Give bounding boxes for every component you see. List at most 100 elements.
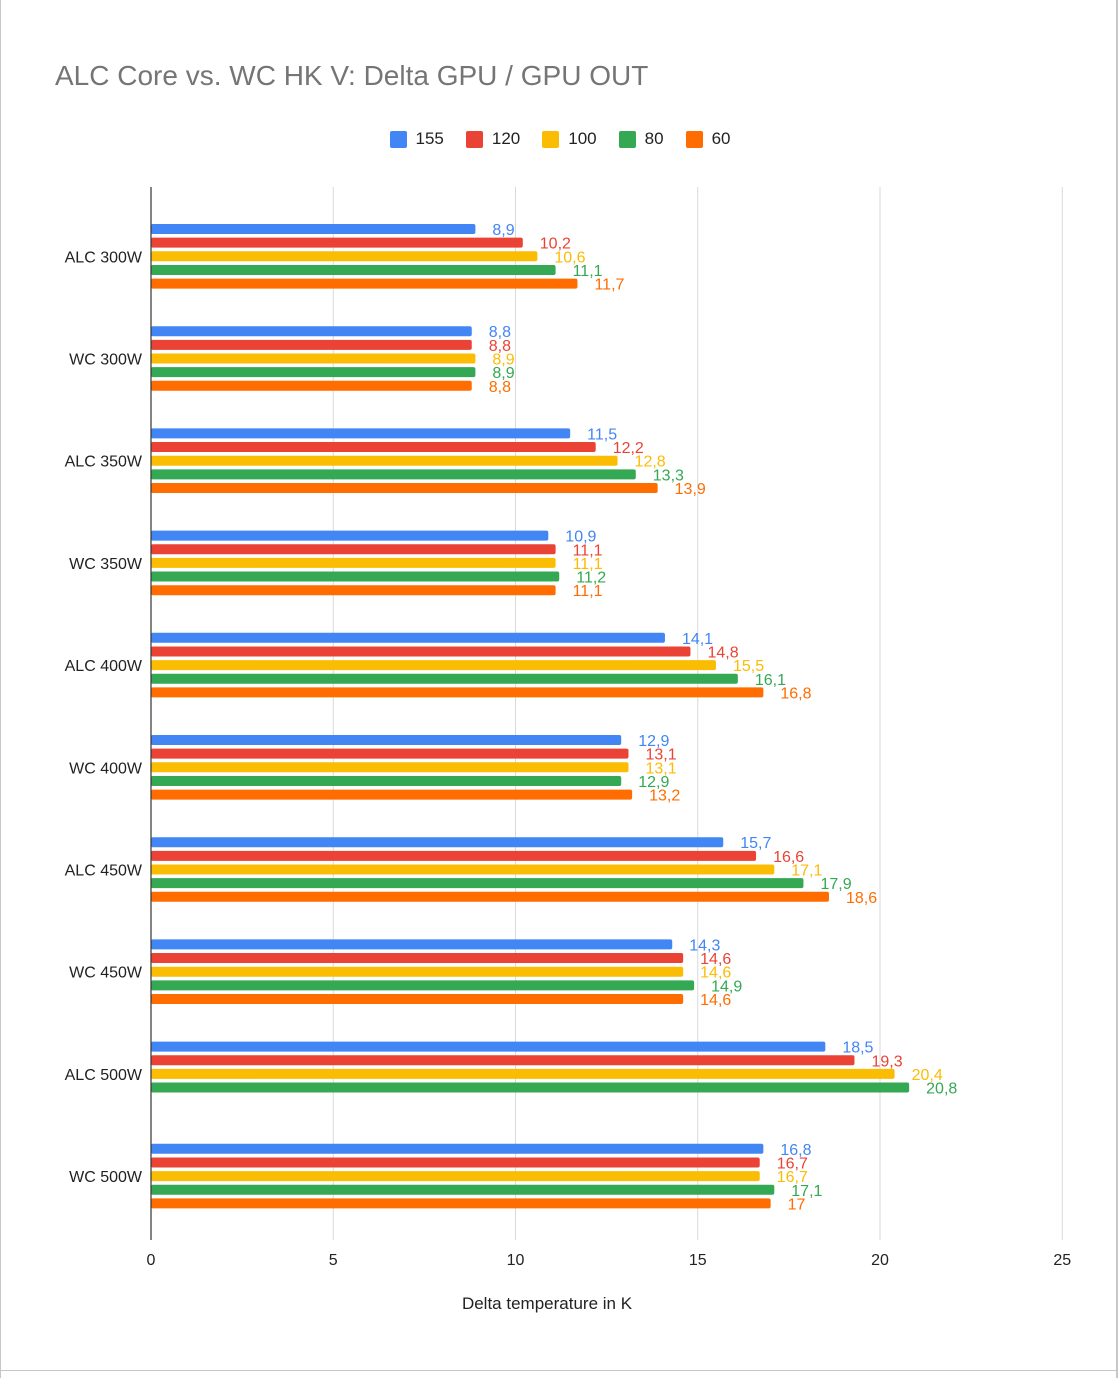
data-label: 8,8: [489, 379, 511, 396]
data-label: 17,9: [820, 876, 851, 893]
frame-left-border: [0, 0, 1, 1378]
bar-120: [151, 1157, 760, 1168]
data-label: 8,8: [489, 324, 511, 341]
data-label: 15,7: [740, 835, 771, 852]
data-label: 8,9: [492, 222, 514, 239]
x-tick-label: 5: [329, 1252, 338, 1269]
frame-bottom-border: [0, 1370, 1118, 1371]
legend-label: 120: [491, 129, 521, 148]
data-label: 10,2: [540, 236, 571, 253]
data-label: 19,3: [871, 1053, 902, 1070]
bar-80: [151, 469, 636, 480]
legend-swatch: [542, 130, 560, 148]
bar-155: [151, 428, 571, 439]
category-label: ALC 450W: [65, 863, 143, 880]
data-label: 18,6: [846, 890, 877, 907]
legend-label: 155: [415, 129, 444, 148]
data-label: 14,1: [682, 631, 713, 648]
category-label: ALC 500W: [65, 1067, 143, 1084]
bar-100: [151, 966, 684, 977]
bar-155: [151, 530, 549, 541]
legend-item-100: 100: [542, 129, 597, 149]
data-label: 14,6: [700, 992, 731, 1009]
legend-item-80: 80: [618, 129, 664, 149]
bar-80: [151, 878, 804, 889]
bar-60: [151, 687, 764, 698]
data-label: 20,8: [926, 1081, 957, 1098]
bar-80: [151, 264, 556, 275]
legend-swatch: [465, 130, 483, 148]
data-label: 11,1: [573, 556, 603, 573]
data-label: 8,9: [492, 352, 514, 369]
x-tick-label: 15: [689, 1252, 707, 1269]
bar-60: [151, 994, 684, 1004]
data-label: 12,2: [613, 440, 644, 457]
legend-item-155: 155: [389, 129, 444, 149]
bar-100: [151, 762, 629, 773]
bar-60: [151, 585, 556, 596]
category-label: WC 350W: [69, 556, 143, 573]
data-label: 14,8: [707, 644, 738, 661]
bar-100: [151, 1068, 895, 1079]
bar-100: [151, 660, 716, 671]
bar-120: [151, 544, 556, 555]
bar-80: [151, 1082, 910, 1093]
bar-120: [151, 237, 523, 248]
category-label: ALC 350W: [65, 454, 143, 471]
bar-80: [151, 980, 695, 991]
data-label: 12,8: [635, 454, 666, 471]
frame-right-border: [1116, 0, 1118, 1378]
category-label: WC 450W: [69, 965, 143, 982]
legend: 155 120 100 80 60: [0, 129, 1120, 149]
data-label: 16,1: [755, 672, 786, 689]
bar-60: [151, 278, 578, 289]
data-label: 13,1: [645, 747, 676, 764]
x-tick-label: 0: [147, 1252, 156, 1269]
data-label: 15,5: [733, 658, 764, 675]
legend-label: 80: [644, 129, 664, 148]
data-label: 12,9: [638, 774, 669, 791]
data-label: 13,9: [675, 481, 706, 498]
bar-155: [151, 939, 673, 950]
category-label: ALC 300W: [65, 249, 143, 266]
data-label: 10,9: [565, 529, 596, 546]
bar-155: [151, 224, 476, 234]
bar-100: [151, 864, 775, 875]
bar-80: [151, 571, 560, 582]
bar-100: [151, 455, 618, 466]
data-label: 10,6: [554, 249, 585, 266]
data-label: 11,5: [587, 426, 617, 443]
data-label: 11,2: [576, 570, 606, 587]
data-label: 16,6: [773, 849, 804, 866]
data-label: 11,1: [573, 583, 603, 600]
data-label: 18,5: [842, 1040, 873, 1057]
data-label: 17,1: [791, 1183, 822, 1200]
legend-swatch: [389, 130, 407, 148]
bar-80: [151, 367, 476, 378]
data-label: 20,4: [912, 1067, 943, 1084]
bar-60: [151, 1198, 771, 1209]
legend-item-60: 60: [685, 129, 730, 149]
data-label: 13,3: [653, 467, 684, 484]
category-label: WC 400W: [69, 760, 143, 777]
legend-item-120: 120: [465, 129, 521, 149]
data-label: 8,8: [489, 338, 511, 355]
data-label: 13,1: [645, 760, 676, 777]
bar-155: [151, 326, 472, 337]
data-label: 11,1: [573, 542, 603, 559]
legend-swatch: [618, 130, 636, 148]
x-axis-title: Delta temperature in K: [461, 1294, 633, 1313]
legend-label: 100: [568, 129, 597, 148]
data-label: 16,7: [777, 1155, 808, 1172]
data-label: 8,9: [492, 365, 514, 382]
data-label: 14,6: [700, 951, 731, 968]
legend-swatch: [685, 130, 703, 148]
chart-title: ALC Core vs. WC HK V: Delta GPU / GPU OU…: [55, 60, 649, 91]
x-tick-label: 20: [871, 1252, 889, 1269]
data-label: 16,8: [780, 685, 811, 702]
bar-155: [151, 1041, 826, 1052]
category-label: WC 300W: [69, 352, 143, 369]
bar-60: [151, 891, 829, 902]
bar-60: [151, 380, 472, 391]
